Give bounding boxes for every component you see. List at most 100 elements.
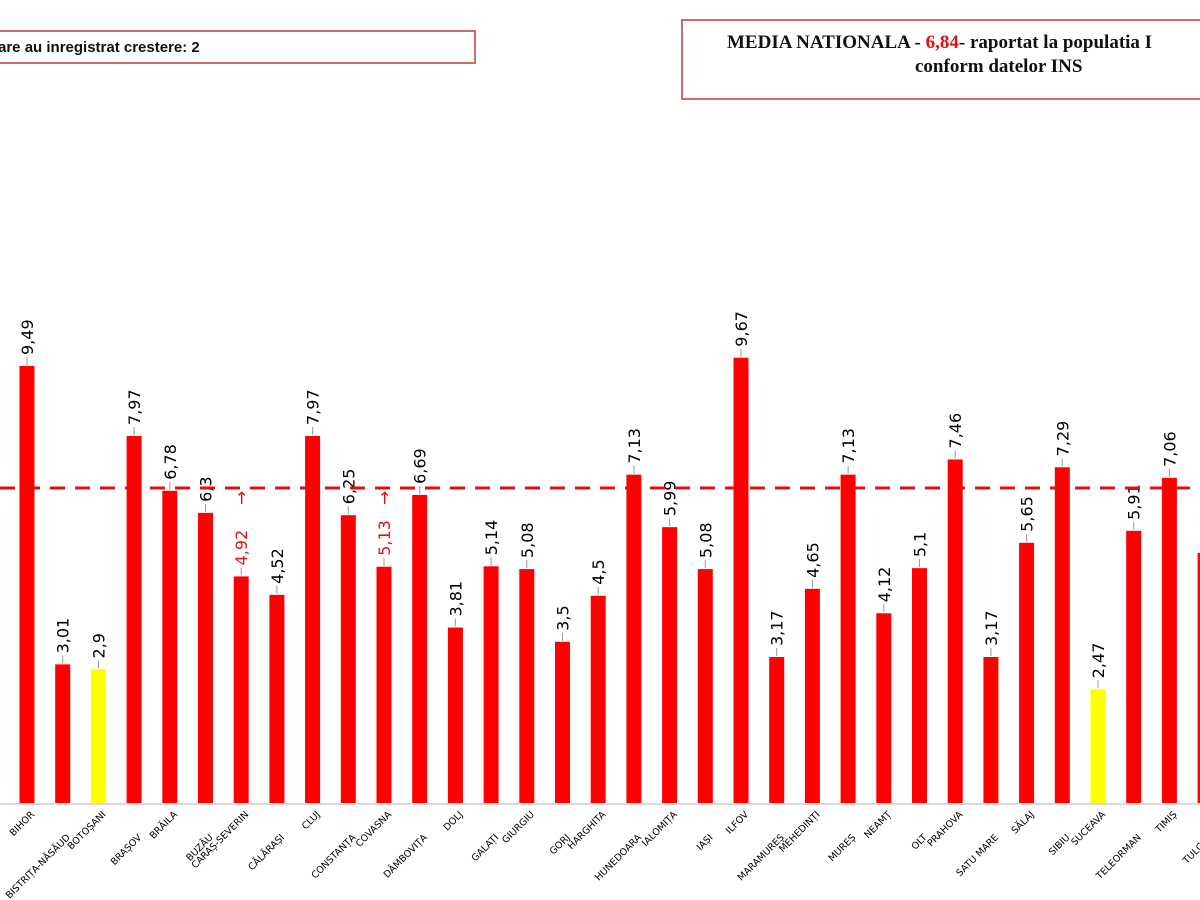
bar-21: [769, 657, 785, 803]
category-label-23: MUREȘ: [827, 832, 859, 864]
category-label-17: HUNEDOARA: [593, 832, 644, 883]
chart-title-line1: MEDIA NATIONALA - 6,84- raportat la popu…: [727, 32, 1152, 54]
increase-arrow-icon-10: →: [375, 491, 395, 505]
bar-27: [983, 657, 999, 803]
category-label-4: BRĂILA: [147, 808, 180, 841]
bar-14: [519, 569, 535, 803]
bar-30: [1090, 689, 1106, 803]
bar-15: [555, 641, 570, 803]
bar-1: [55, 664, 71, 803]
category-label-29: SIBIU: [1047, 832, 1073, 858]
bar-24: [876, 613, 892, 803]
title-suffix: - raportat la populatia I: [958, 32, 1153, 53]
title-prefix: MEDIA NATIONALA -: [727, 32, 926, 53]
bar-16: [590, 595, 606, 803]
value-label-0: 9,49: [18, 319, 37, 355]
value-label-19: 5,08: [696, 522, 715, 558]
category-label-12: DOLJ: [442, 809, 466, 833]
value-label-1: 3,01: [54, 618, 73, 654]
category-label-11: DÂMBOVIȚA: [381, 831, 430, 880]
category-label-0: BIHOR: [8, 809, 38, 839]
category-label-1: BISTRIȚA-NĂSĂUD: [3, 832, 73, 900]
category-label-20: ILFOV: [724, 809, 751, 836]
value-label-6: 4,92: [232, 530, 251, 566]
bar-8: [305, 435, 321, 803]
value-label-16: 4,5: [589, 559, 608, 584]
category-label-13: GALAȚI: [470, 832, 502, 864]
value-label-21: 3,17: [768, 610, 787, 646]
bar-26: [947, 459, 963, 803]
value-label-11: 6,69: [411, 448, 430, 484]
bar-9: [340, 515, 356, 803]
bar-12: [447, 627, 463, 803]
value-label-29: 7,29: [1053, 421, 1072, 457]
value-label-23: 7,13: [839, 428, 858, 464]
bar-23: [840, 474, 856, 803]
category-label-33: TULCEA: [1180, 832, 1200, 867]
value-label-13: 5,14: [482, 520, 501, 556]
category-label-30: SUCEAVA: [1069, 809, 1108, 848]
category-label-19: IAȘI: [695, 832, 716, 853]
value-label-10: 5,13: [375, 520, 394, 556]
category-label-26: PRAHOVA: [926, 809, 966, 849]
value-label-2: 2,9: [89, 633, 108, 658]
bar-28: [1019, 542, 1035, 803]
category-label-8: CLUJ: [300, 809, 323, 832]
bar-7: [269, 594, 285, 803]
category-label-18: IALOMIȚA: [640, 809, 680, 849]
value-label-30: 2,47: [1089, 643, 1108, 679]
value-label-25: 5,1: [911, 532, 930, 557]
category-label-32: TIMIȘ: [1153, 809, 1180, 836]
value-label-9: 6,25: [339, 469, 358, 505]
bar-18: [662, 527, 678, 803]
bar-32: [1161, 477, 1177, 803]
category-label-3: BRAȘOV: [109, 832, 145, 868]
value-label-20: 9,67: [732, 311, 751, 347]
value-label-14: 5,08: [518, 522, 537, 558]
category-label-9: CONSTANȚA: [309, 832, 358, 881]
bar-29: [1054, 467, 1070, 803]
category-label-7: CĂLĂRAȘI: [246, 832, 287, 873]
category-label-28: SĂLAJ: [1009, 809, 1037, 837]
bar-6: [233, 576, 249, 803]
bar-3: [126, 435, 142, 803]
category-label-16: HARGHITA: [566, 809, 609, 852]
value-label-32: 7,06: [1160, 431, 1179, 467]
value-label-28: 5,65: [1018, 496, 1037, 532]
bar-25: [912, 568, 927, 803]
value-label-18: 5,99: [661, 481, 680, 517]
national-average-box: MEDIA NATIONALA - 6,84- raportat la popu…: [681, 19, 1200, 100]
bar-4: [162, 490, 178, 803]
increase-count-text: are au inregistrat crestere: 2: [0, 39, 200, 56]
category-label-24: NEAMȚ: [862, 809, 894, 841]
bar-19: [697, 569, 713, 803]
bar-33: [1197, 552, 1200, 803]
category-label-2: BOTOȘANI: [66, 809, 109, 852]
value-label-24: 4,12: [875, 567, 894, 603]
value-label-12: 3,81: [446, 581, 465, 617]
value-label-3: 7,97: [125, 389, 144, 425]
value-label-7: 4,52: [268, 548, 287, 584]
category-label-22: MEHEDINȚI: [777, 809, 822, 854]
value-label-31: 5,91: [1125, 484, 1144, 520]
increase-arrow-icon-6: →: [232, 491, 252, 505]
bar-11: [412, 494, 428, 803]
bar-17: [626, 474, 642, 803]
bar-2: [90, 669, 106, 803]
value-label-22: 4,65: [803, 542, 822, 578]
national-average-value: 6,84: [925, 32, 959, 53]
value-label-15: 3,5: [554, 605, 573, 630]
value-label-8: 7,97: [304, 389, 323, 425]
bar-22: [804, 588, 820, 803]
bar-20: [733, 357, 749, 803]
value-label-17: 7,13: [625, 428, 644, 464]
increase-count-box: are au inregistrat crestere: 2: [0, 30, 476, 64]
value-label-26: 7,46: [946, 413, 965, 449]
chart-title-line2: conform datelor INS: [915, 56, 1083, 77]
category-label-14: GIURGIU: [500, 809, 537, 846]
bar-5: [198, 512, 213, 803]
category-label-31: TELEORMAN: [1094, 832, 1144, 882]
value-label-27: 3,17: [982, 610, 1001, 646]
bar-31: [1126, 530, 1142, 803]
